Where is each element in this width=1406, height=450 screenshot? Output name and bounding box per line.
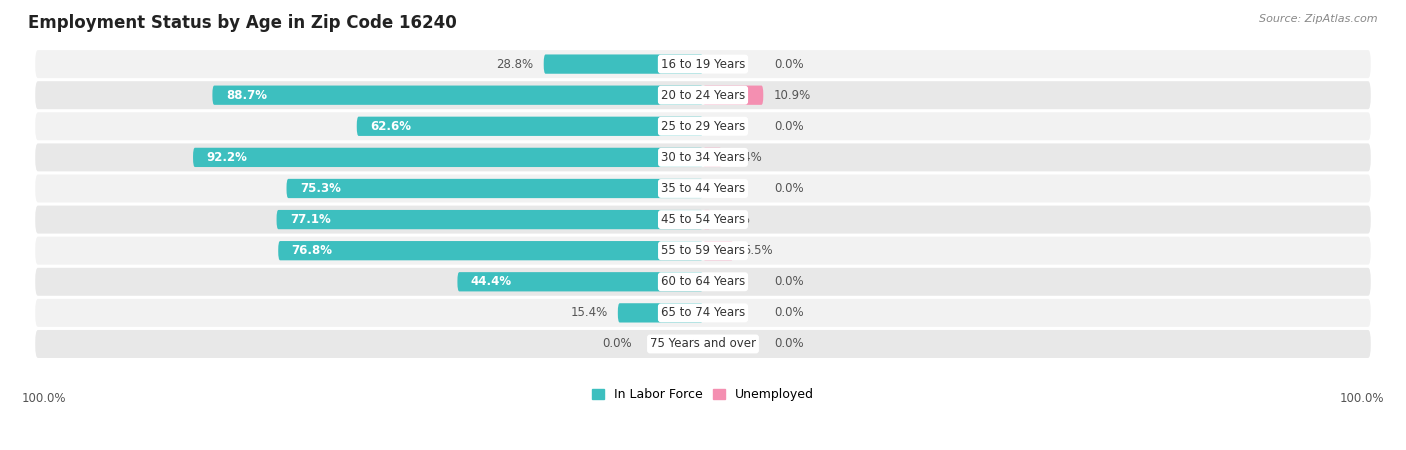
FancyBboxPatch shape [193, 148, 703, 167]
FancyBboxPatch shape [35, 237, 1371, 265]
Text: 88.7%: 88.7% [226, 89, 267, 102]
Text: 77.1%: 77.1% [290, 213, 330, 226]
FancyBboxPatch shape [617, 303, 703, 323]
Text: 1.4%: 1.4% [721, 213, 751, 226]
FancyBboxPatch shape [35, 175, 1371, 202]
Text: 100.0%: 100.0% [22, 392, 66, 405]
Text: 76.8%: 76.8% [291, 244, 333, 257]
Text: 0.0%: 0.0% [773, 58, 803, 71]
FancyBboxPatch shape [703, 241, 734, 260]
Text: 0.0%: 0.0% [773, 306, 803, 320]
Text: 0.0%: 0.0% [773, 338, 803, 351]
Text: 44.4%: 44.4% [471, 275, 512, 288]
Text: 25 to 29 Years: 25 to 29 Years [661, 120, 745, 133]
FancyBboxPatch shape [35, 50, 1371, 78]
Text: 65 to 74 Years: 65 to 74 Years [661, 306, 745, 320]
FancyBboxPatch shape [277, 210, 703, 229]
FancyBboxPatch shape [287, 179, 703, 198]
Text: Employment Status by Age in Zip Code 16240: Employment Status by Age in Zip Code 162… [28, 14, 457, 32]
Text: 10.9%: 10.9% [773, 89, 811, 102]
FancyBboxPatch shape [35, 299, 1371, 327]
FancyBboxPatch shape [35, 206, 1371, 234]
Text: 3.4%: 3.4% [733, 151, 762, 164]
Text: 60 to 64 Years: 60 to 64 Years [661, 275, 745, 288]
FancyBboxPatch shape [703, 86, 763, 105]
Text: 0.0%: 0.0% [773, 275, 803, 288]
FancyBboxPatch shape [544, 54, 703, 74]
FancyBboxPatch shape [703, 148, 721, 167]
Text: 75 Years and over: 75 Years and over [650, 338, 756, 351]
FancyBboxPatch shape [703, 210, 711, 229]
Text: 45 to 54 Years: 45 to 54 Years [661, 213, 745, 226]
Text: 35 to 44 Years: 35 to 44 Years [661, 182, 745, 195]
Text: 92.2%: 92.2% [207, 151, 247, 164]
Text: 5.5%: 5.5% [744, 244, 773, 257]
FancyBboxPatch shape [35, 144, 1371, 171]
Text: 62.6%: 62.6% [370, 120, 411, 133]
FancyBboxPatch shape [35, 81, 1371, 109]
FancyBboxPatch shape [357, 117, 703, 136]
Text: Source: ZipAtlas.com: Source: ZipAtlas.com [1260, 14, 1378, 23]
Text: 100.0%: 100.0% [1340, 392, 1384, 405]
Text: 16 to 19 Years: 16 to 19 Years [661, 58, 745, 71]
Text: 15.4%: 15.4% [571, 306, 607, 320]
Text: 0.0%: 0.0% [773, 182, 803, 195]
Legend: In Labor Force, Unemployed: In Labor Force, Unemployed [586, 383, 820, 406]
Text: 0.0%: 0.0% [773, 120, 803, 133]
Text: 28.8%: 28.8% [496, 58, 534, 71]
FancyBboxPatch shape [35, 330, 1371, 358]
FancyBboxPatch shape [212, 86, 703, 105]
FancyBboxPatch shape [35, 268, 1371, 296]
Text: 30 to 34 Years: 30 to 34 Years [661, 151, 745, 164]
Text: 20 to 24 Years: 20 to 24 Years [661, 89, 745, 102]
FancyBboxPatch shape [457, 272, 703, 292]
Text: 0.0%: 0.0% [603, 338, 633, 351]
FancyBboxPatch shape [35, 112, 1371, 140]
Text: 75.3%: 75.3% [299, 182, 340, 195]
Text: 55 to 59 Years: 55 to 59 Years [661, 244, 745, 257]
FancyBboxPatch shape [278, 241, 703, 260]
